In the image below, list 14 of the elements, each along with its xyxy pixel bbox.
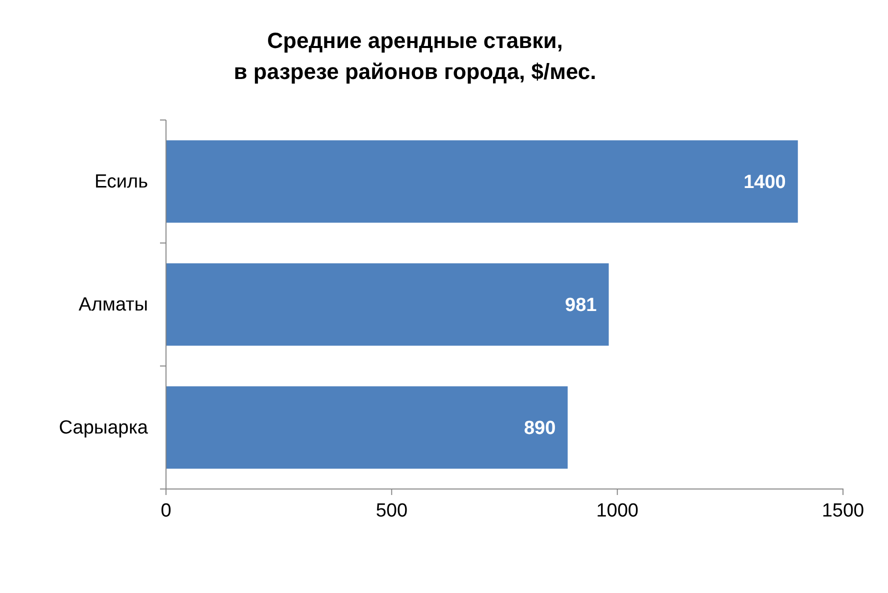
data-label: 890 — [524, 418, 556, 440]
y-tick-label: Сарыарка — [58, 418, 148, 439]
x-tick-label: 0 — [160, 500, 172, 522]
bar — [166, 263, 609, 346]
y-tick-label: Есиль — [94, 172, 148, 193]
data-label: 1400 — [744, 172, 786, 194]
data-label: 981 — [565, 295, 598, 316]
x-tick-label: 1500 — [822, 500, 864, 522]
bar — [166, 386, 568, 469]
x-tick-label: 500 — [376, 500, 408, 522]
x-tick-label: 1000 — [596, 500, 638, 522]
bar — [166, 140, 798, 223]
y-tick-label: Алматы — [78, 294, 148, 316]
chart-title: Средние арендные ставки, в разрезе районов города, $/мес. — [234, 28, 596, 84]
